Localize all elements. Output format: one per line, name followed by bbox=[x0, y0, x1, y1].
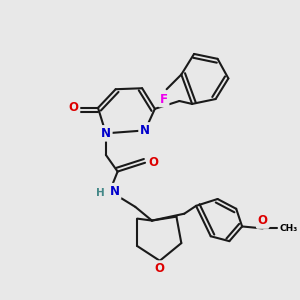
Text: O: O bbox=[148, 156, 158, 169]
Text: O: O bbox=[258, 214, 268, 227]
Text: N: N bbox=[140, 124, 150, 137]
Text: O: O bbox=[68, 101, 79, 114]
Text: N: N bbox=[110, 185, 120, 198]
Text: F: F bbox=[160, 92, 168, 106]
Text: O: O bbox=[155, 262, 165, 275]
Text: H: H bbox=[96, 188, 104, 198]
Text: N: N bbox=[101, 127, 111, 140]
Text: CH₃: CH₃ bbox=[279, 224, 298, 233]
